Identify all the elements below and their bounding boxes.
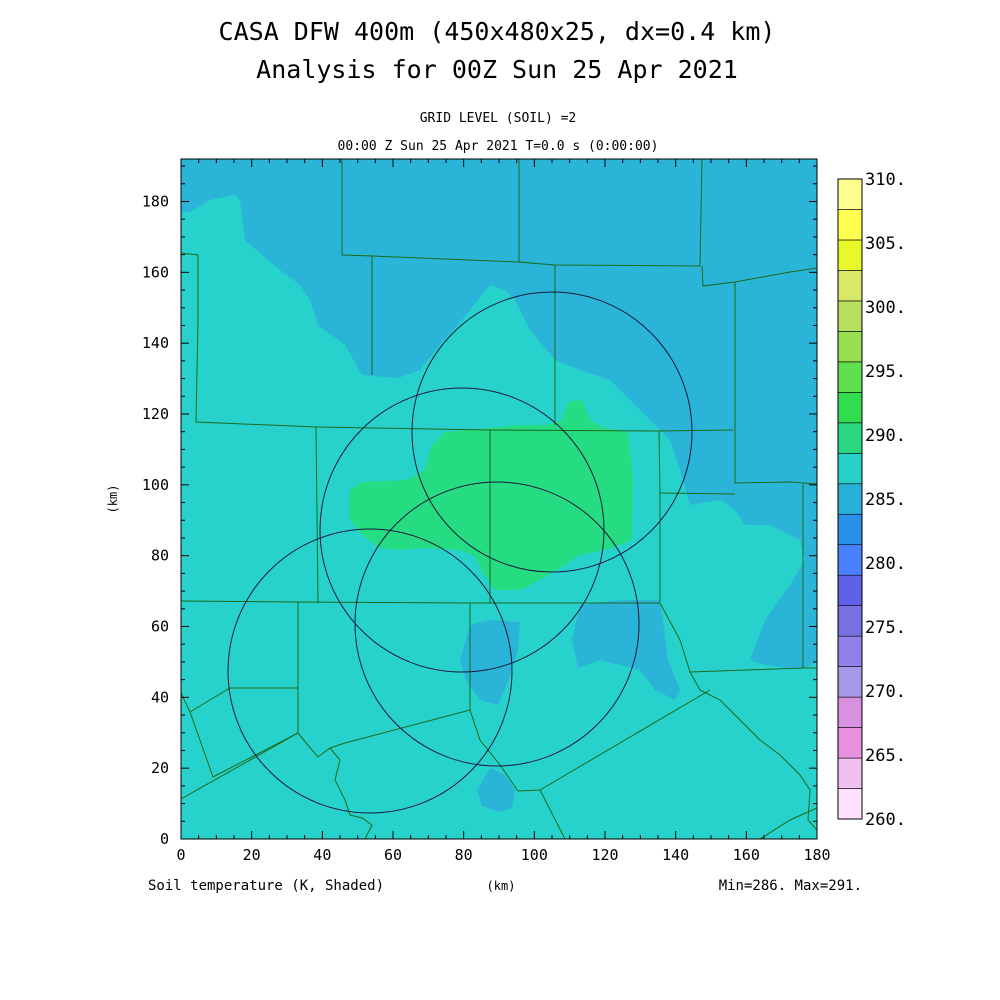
x-tick-label: 60	[384, 846, 402, 864]
colorbar-label: 275.	[865, 618, 906, 638]
colorbar-label: 285.	[865, 490, 906, 510]
y-tick-label: 180	[142, 193, 169, 211]
x-tick-label: 0	[176, 846, 185, 864]
colorbar-label: 295.	[865, 362, 906, 382]
radar-ring-south-west	[227, 528, 513, 814]
colorbar-swatch	[837, 757, 863, 789]
x-tick-labels: 0 20 40 60 80 100 120 140 160 180	[176, 846, 830, 864]
soil-temperature-field	[181, 159, 817, 839]
main-title-line2: Analysis for 00Z Sun 25 Apr 2021	[256, 55, 738, 84]
colorbar-swatch	[837, 270, 863, 302]
y-tick-label: 140	[142, 334, 169, 352]
radar-ring-south-center	[354, 481, 640, 767]
y-axis-unit: (km)	[106, 485, 120, 514]
colorbar-swatch	[837, 544, 863, 576]
colorbar-label: 265.	[865, 746, 906, 766]
min-max-label: Min=286. Max=291.	[719, 878, 862, 894]
colorbar-swatch	[837, 635, 863, 667]
field-region-286-southeast	[572, 600, 680, 700]
colorbar-swatch	[837, 513, 863, 546]
colorbar-swatch	[837, 574, 863, 606]
colorbar-swatch	[837, 483, 863, 515]
field-description: Soil temperature (K, Shaded)	[148, 878, 384, 894]
main-title-line1: CASA DFW 400m (450x480x25, dx=0.4 km)	[219, 17, 776, 46]
colorbar-label: 260.	[865, 810, 906, 830]
field-region-290	[350, 400, 633, 590]
colorbar-frame	[837, 178, 863, 820]
field-region-286-south	[477, 768, 515, 812]
colorbar-swatch	[837, 727, 863, 759]
y-tick-label: 120	[142, 405, 169, 423]
x-tick-label: 100	[521, 846, 548, 864]
x-axis-unit: (km)	[487, 879, 516, 893]
colorbar-swatch	[837, 666, 863, 698]
colorbar-swatch	[837, 331, 863, 363]
x-tick-label: 120	[591, 846, 618, 864]
y-tick-label: 100	[142, 476, 169, 494]
x-tick-label: 140	[662, 846, 689, 864]
axis-ticks	[180, 159, 818, 840]
y-tick-label: 40	[151, 688, 169, 706]
colorbar-swatch	[837, 392, 863, 424]
x-tick-label: 80	[455, 846, 473, 864]
radar-ring-north-east	[411, 291, 693, 573]
colorbar-swatch	[837, 209, 863, 241]
colorbar-label: 270.	[865, 682, 906, 702]
colorbar-swatch	[837, 178, 863, 210]
colorbar-label: 305.	[865, 234, 906, 254]
grid-level-label: GRID LEVEL (SOIL) =2	[420, 111, 577, 126]
colorbar-label: 280.	[865, 554, 906, 574]
x-tick-label: 180	[803, 846, 830, 864]
y-tick-label: 80	[151, 547, 169, 565]
colorbar-swatch	[837, 300, 863, 332]
x-tick-label: 40	[313, 846, 331, 864]
colorbar-swatch	[837, 239, 863, 271]
colorbar-swatch	[837, 452, 863, 485]
colorbar-swatch	[837, 696, 863, 728]
y-tick-labels: 0 20 40 60 80 100 120 140 160 180	[142, 193, 169, 849]
colorbar-swatch	[837, 788, 863, 820]
radar-range-rings	[227, 291, 693, 814]
y-tick-label: 60	[151, 618, 169, 636]
y-tick-label: 20	[151, 759, 169, 777]
field-region-286-north-east	[181, 159, 817, 670]
colorbar-swatch	[837, 422, 863, 454]
time-label: 00:00 Z Sun 25 Apr 2021 T=0.0 s (0:00:00…	[338, 139, 659, 154]
colorbar-labels: 260. 265. 270. 275. 280. 285. 290. 295. 300. 305.…	[865, 170, 906, 830]
x-tick-label: 20	[243, 846, 261, 864]
colorbar-label: 290.	[865, 426, 906, 446]
y-tick-label: 160	[142, 263, 169, 281]
colorbar-label: 310.	[865, 170, 906, 190]
colorbar-label: 300.	[865, 298, 906, 318]
y-tick-label: 0	[160, 830, 169, 848]
colorbar	[837, 178, 863, 820]
field-region-286-south-center	[460, 620, 520, 705]
x-tick-label: 160	[733, 846, 760, 864]
colorbar-swatch	[837, 361, 863, 393]
colorbar-swatch	[837, 605, 863, 637]
